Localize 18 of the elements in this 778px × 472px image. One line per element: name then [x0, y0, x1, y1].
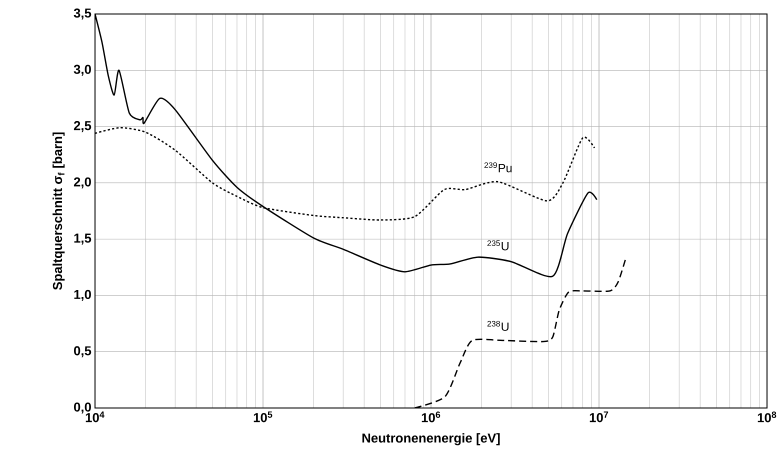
y-tick-label: 0,5 — [74, 346, 92, 358]
x-tick-label: 10$^{7}$ — [590, 412, 608, 422]
y-tick-label: 2,5 — [74, 121, 92, 132]
series-label: $^{239}$Pu — [484, 162, 512, 172]
x-tick-label: 10$^{4}$ — [86, 412, 104, 422]
y-tick-label: 1,5 — [74, 234, 92, 245]
y-tick-label: 3,0 — [74, 64, 91, 76]
y-axis-title: Spaltquerschnitt σ$_{f}$ [barn] — [52, 132, 65, 290]
x-tick-label: 10$^{6}$ — [422, 412, 440, 422]
x-tick-label: 10$^{8}$ — [758, 412, 776, 422]
x-axis-title: Neutronenenergie [eV] — [362, 433, 500, 446]
series-label: $^{238}$U — [487, 320, 508, 331]
y-tick-label: 1,0 — [74, 290, 91, 301]
y-tick-label: 0,0 — [74, 402, 91, 414]
y-tick-label: 3,5 — [74, 8, 92, 20]
x-tick-label: 10$^{5}$ — [254, 412, 272, 422]
series-label: $^{235}$U — [487, 240, 508, 250]
y-tick-label: 2,0 — [74, 177, 91, 188]
